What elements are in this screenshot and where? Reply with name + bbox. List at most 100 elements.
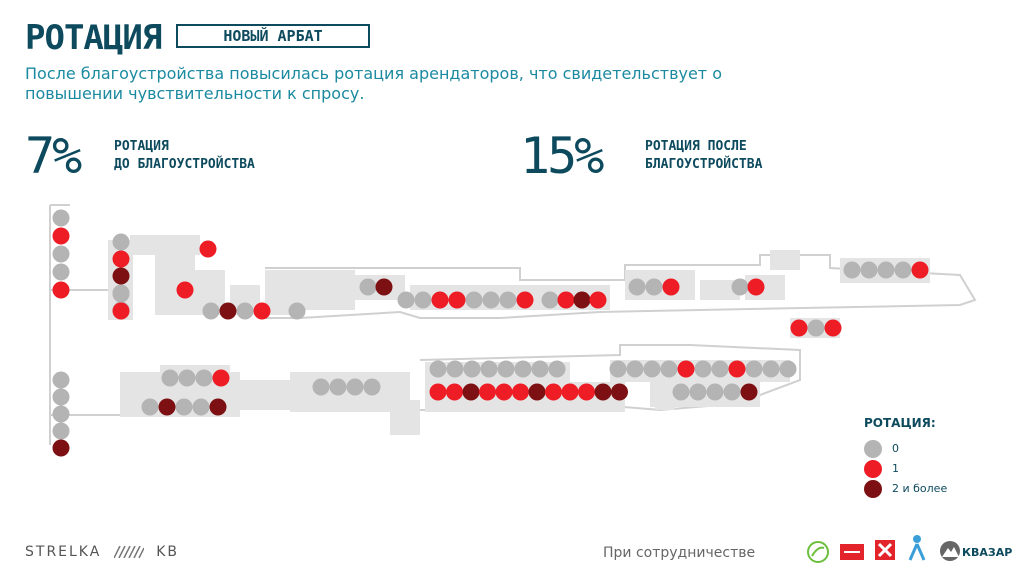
collaboration-label: При сотрудничестве: [603, 545, 756, 561]
tenant-dot-south-block-top-2: [463, 360, 481, 378]
tenant-dot-south-row-2-3: [192, 398, 210, 416]
tenant-dot-single-b-0: [176, 281, 194, 299]
tenant-dot-north-row-2-0: [202, 302, 220, 320]
tenant-dot-north-row-1-0: [112, 285, 130, 303]
tenant-dot-north-row-6-2: [662, 278, 680, 296]
tenant-dot-south-row-1-1: [178, 369, 196, 387]
stat-before-value: 7%: [25, 127, 82, 185]
tenant-dot-western-column-top-1: [52, 227, 70, 245]
tenant-dot-column-2-1: [112, 250, 130, 268]
tenant-dot-north-row-7-0: [731, 278, 749, 296]
tenant-dot-western-column-bottom-4: [52, 439, 70, 457]
tenant-dot-south-block-bottom-1: [446, 383, 463, 401]
tenant-dot-north-row-2-3: [253, 302, 271, 320]
tenant-dot-south-block-bottom-2: [462, 383, 480, 401]
tenant-dot-south-east-top-1: [626, 360, 644, 378]
tenant-dot-south-east-top-6: [711, 360, 729, 378]
tenant-dot-south-row-1-0: [161, 369, 179, 387]
legend-label-2: 2 и более: [892, 482, 948, 495]
stat-after-value: 15%: [520, 127, 604, 185]
tenant-dot-north-row-7-1: [747, 278, 765, 296]
tenant-dot-south-row-3-3: [363, 378, 381, 396]
page-title: РОТАЦИЯ: [25, 18, 162, 58]
partner-red-logo-icon: [840, 544, 864, 560]
tenant-dot-east-row-top-1: [860, 261, 878, 279]
tenant-dot-north-row-4-5: [482, 291, 500, 309]
strelka-brand: STRELKA: [25, 544, 102, 560]
tenant-dot-north-row-4-2: [431, 291, 449, 309]
tenant-dot-south-block-bottom-10: [594, 383, 612, 401]
tenant-dot-north-row-4-7: [516, 291, 534, 309]
tenant-dot-north-row-2-2: [236, 302, 254, 320]
tenant-dot-south-block-bottom-11: [611, 383, 628, 401]
tenant-dot-western-column-bottom-1: [52, 388, 70, 406]
tenant-dot-east-row-mid-1: [807, 319, 825, 337]
tenant-dot-western-column-top-4: [52, 281, 70, 299]
tenant-dot-western-column-top-3: [52, 263, 70, 281]
tenant-dot-south-block-bottom-8: [561, 383, 579, 401]
stat-before-label-line2: ДО БЛАГОУСТРОЙСТВА: [114, 157, 255, 172]
tenant-dot-north-row-5-3: [589, 291, 607, 309]
tenant-dot-east-row-top-4: [911, 261, 929, 279]
tenant-dot-column-2-2: [112, 267, 130, 285]
tenant-dot-north-row-5-2: [573, 291, 591, 309]
tenant-dot-east-row-top-3: [894, 261, 912, 279]
strelka-hatch-icon: [113, 545, 145, 559]
tenant-dot-north-row-4-0: [397, 291, 415, 309]
tenant-dot-east-row-top-0: [843, 261, 861, 279]
tenant-dot-north-row-6-0: [628, 278, 646, 296]
tenant-dot-column-2-0: [112, 233, 130, 251]
tenant-dot-south-east-top-0: [609, 360, 627, 378]
tenant-dot-south-block-top-3: [480, 360, 498, 378]
tenant-dot-north-row-4-6: [499, 291, 517, 309]
legend-label-1: 1: [892, 462, 899, 475]
tenant-dot-south-block-bottom-0: [429, 383, 447, 401]
tenant-dot-north-row-4-4: [465, 291, 483, 309]
tenant-dots: [52, 209, 929, 457]
tenant-dot-south-row-2-2: [175, 398, 193, 416]
stat-before-label-line1: РОТАЦИЯ: [114, 139, 169, 154]
tenant-dot-south-block-bottom-6: [528, 383, 546, 401]
tenant-dot-south-east-bottom-3: [723, 383, 741, 401]
tenant-dot-western-column-bottom-3: [52, 422, 70, 440]
tenant-dot-south-east-top-7: [728, 360, 746, 378]
legend-swatch-1: [864, 460, 882, 478]
tenant-dot-south-block-top-4: [497, 360, 515, 378]
tenant-dot-north-row-2-1: [219, 302, 237, 320]
stat-after-label-line2: БЛАГОУСТРОЙСТВА: [645, 157, 763, 172]
strelka-kb: KB: [156, 544, 180, 560]
tenant-dot-east-row-mid-0: [790, 319, 808, 337]
strelka-logo: STRELKA KB: [25, 544, 179, 560]
tenant-dot-north-row-5-1: [557, 291, 575, 309]
tenant-dot-south-east-top-4: [677, 360, 695, 378]
tenant-dot-south-row-2-0: [141, 398, 159, 416]
partner-leaf-logo-icon: [807, 541, 829, 563]
stat-after-label: РОТАЦИЯ ПОСЛЕ БЛАГОУСТРОЙСТВА: [645, 138, 845, 174]
tenant-dot-single-a-0: [199, 240, 217, 258]
legend-swatch-2: [864, 480, 882, 498]
tenant-dot-south-east-top-8: [745, 360, 763, 378]
tenant-dot-north-row-4-3: [448, 291, 466, 309]
tenant-dot-south-block-top-0: [429, 360, 447, 378]
legend-swatch-0: [864, 440, 882, 458]
tenant-dot-east-row-mid-2: [824, 319, 842, 337]
tenant-dot-south-east-top-3: [660, 360, 678, 378]
stat-after-label-line1: РОТАЦИЯ ПОСЛЕ: [645, 139, 747, 154]
tenant-dot-south-block-top-5: [514, 360, 532, 378]
tenant-dot-north-row-6-1: [645, 278, 663, 296]
legend-title: РОТАЦИЯ:: [864, 416, 936, 430]
tenant-dot-south-block-bottom-5: [512, 383, 529, 401]
partner-cross-logo-icon: [875, 540, 895, 560]
legend-label-0: 0: [892, 442, 899, 455]
tenant-dot-north-row-1-1: [112, 302, 130, 320]
kvazar-label: КВАЗАР: [962, 546, 1013, 559]
tenant-dot-south-row-1-2: [195, 369, 213, 387]
location-badge: НОВЫЙ АРБАТ: [176, 24, 370, 48]
tenant-dot-south-block-top-1: [446, 360, 464, 378]
tenant-dot-south-east-top-9: [762, 360, 780, 378]
tenant-dot-south-block-top-7: [548, 360, 566, 378]
tenant-dot-south-row-3-0: [312, 378, 330, 396]
tenant-dot-east-row-top-2: [877, 261, 895, 279]
tenant-dot-south-east-top-10: [779, 360, 797, 378]
